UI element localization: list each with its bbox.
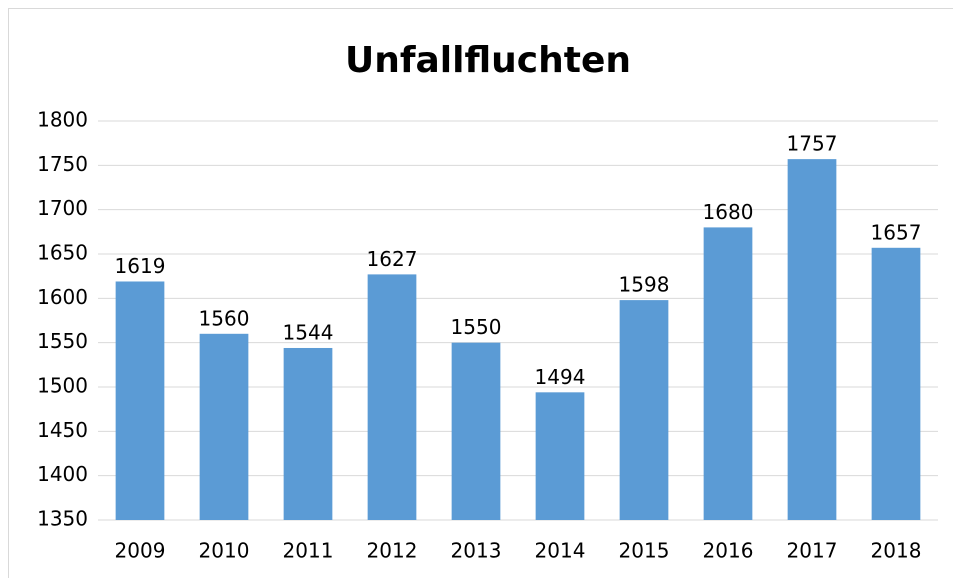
x-tick-label: 2009 xyxy=(115,539,166,563)
x-tick-label: 2016 xyxy=(703,539,754,563)
data-label: 1560 xyxy=(199,306,250,330)
bar xyxy=(871,247,921,520)
bar xyxy=(451,342,501,520)
bar xyxy=(787,159,837,521)
data-label: 1550 xyxy=(451,315,502,339)
bar xyxy=(703,227,753,520)
x-tick-label: 2018 xyxy=(871,539,922,563)
data-label: 1657 xyxy=(871,220,922,244)
x-tick-label: 2015 xyxy=(619,539,670,563)
y-tick-label: 1650 xyxy=(37,241,88,265)
x-tick-label: 2010 xyxy=(199,539,250,563)
bar xyxy=(115,281,165,520)
bar xyxy=(283,347,333,520)
data-label: 1619 xyxy=(115,254,166,278)
bar xyxy=(535,392,585,520)
y-tick-label: 1400 xyxy=(37,462,88,486)
data-label: 1627 xyxy=(367,247,418,271)
x-tick-label: 2013 xyxy=(451,539,502,563)
data-label: 1680 xyxy=(703,200,754,224)
bar xyxy=(619,300,669,520)
data-label: 1544 xyxy=(283,320,334,344)
x-tick-label: 2014 xyxy=(535,539,586,563)
bar xyxy=(199,333,249,520)
y-tick-label: 1750 xyxy=(37,152,88,176)
x-tick-label: 2011 xyxy=(283,539,334,563)
chart-title: Unfallfluchten xyxy=(345,40,631,81)
data-label: 1598 xyxy=(619,273,670,297)
y-tick-label: 1550 xyxy=(37,329,88,353)
y-tick-label: 1800 xyxy=(37,108,88,132)
y-tick-label: 1600 xyxy=(37,285,88,309)
bar xyxy=(367,274,417,520)
x-tick-label: 2017 xyxy=(787,539,838,563)
data-label: 1757 xyxy=(787,132,838,156)
y-tick-label: 1350 xyxy=(37,507,88,531)
x-tick-label: 2012 xyxy=(367,539,418,563)
y-tick-label: 1450 xyxy=(37,418,88,442)
y-tick-label: 1500 xyxy=(37,374,88,398)
data-label: 1494 xyxy=(535,365,586,389)
y-tick-label: 1700 xyxy=(37,196,88,220)
